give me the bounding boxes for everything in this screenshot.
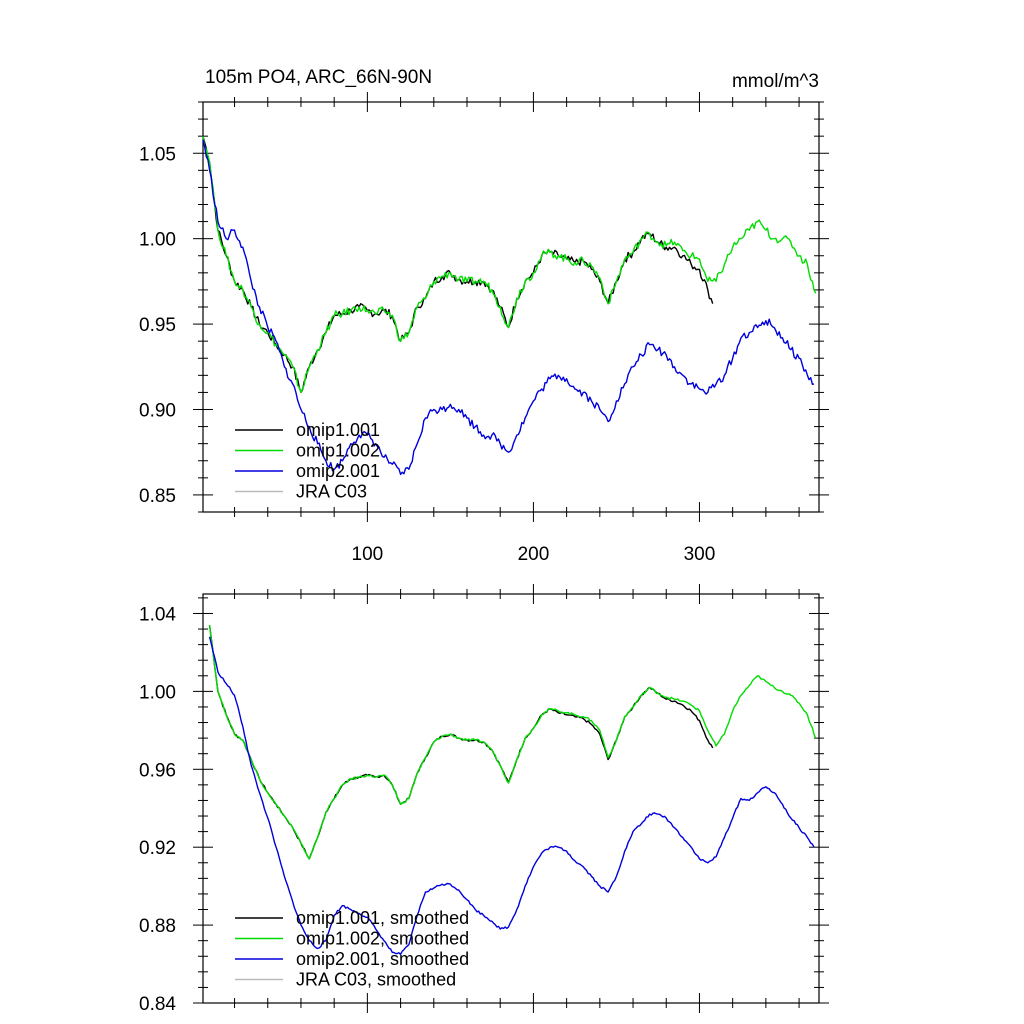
legend-label: omip1.002 bbox=[296, 441, 380, 461]
bottom-panel: 0.84 0.88 0.92 0.96 1.00 1.04 omip1.001, smoot… bbox=[139, 584, 829, 1015]
y-tick-label: 0.88 bbox=[139, 916, 176, 937]
series-line-omip1-001 bbox=[202, 136, 714, 394]
x-tick-label: 100 bbox=[352, 544, 384, 565]
y-tick-label: 1.04 bbox=[139, 604, 176, 625]
figure-units: mmol/m^3 bbox=[732, 71, 819, 92]
series-line-omip2-001 bbox=[202, 139, 815, 476]
y-tick-label: 0.92 bbox=[139, 838, 176, 859]
y-tick-label: 1.00 bbox=[139, 230, 176, 251]
legend-label: omip2.001, smoothed bbox=[296, 949, 469, 969]
y-tick-label: 0.96 bbox=[139, 760, 176, 781]
series-line-omip1-001-smoothed bbox=[208, 625, 714, 860]
y-tick-label: 1.05 bbox=[139, 144, 176, 165]
y-tick-label: 0.85 bbox=[139, 486, 176, 507]
series-line-omip1-002-smoothed bbox=[208, 625, 817, 860]
x-tick-label: 300 bbox=[684, 544, 716, 565]
y-tick-label: 0.95 bbox=[139, 315, 176, 336]
legend-label: omip1.002, smoothed bbox=[296, 929, 469, 949]
y-tick-label: 0.84 bbox=[139, 994, 176, 1015]
legend-label: JRA C03 bbox=[296, 482, 367, 502]
legend-label: JRA C03, smoothed bbox=[296, 970, 456, 990]
series-line-omip1-002 bbox=[202, 136, 817, 394]
plot-frame bbox=[202, 593, 820, 1004]
legend-label: omip1.001, smoothed bbox=[296, 908, 469, 928]
y-tick-label: 0.90 bbox=[139, 401, 176, 422]
top-panel: 100 200 3000.850.900.951.001.05omip1.001om… bbox=[139, 92, 829, 565]
legend-label: omip1.001 bbox=[296, 420, 380, 440]
series-line-omip2-001-smoothed bbox=[208, 636, 815, 955]
y-tick-label: 1.00 bbox=[139, 682, 176, 703]
figure-title: 105m PO4, ARC_66N-90N bbox=[205, 67, 432, 88]
x-tick-label: 200 bbox=[518, 544, 550, 565]
legend-label: omip2.001 bbox=[296, 461, 380, 481]
